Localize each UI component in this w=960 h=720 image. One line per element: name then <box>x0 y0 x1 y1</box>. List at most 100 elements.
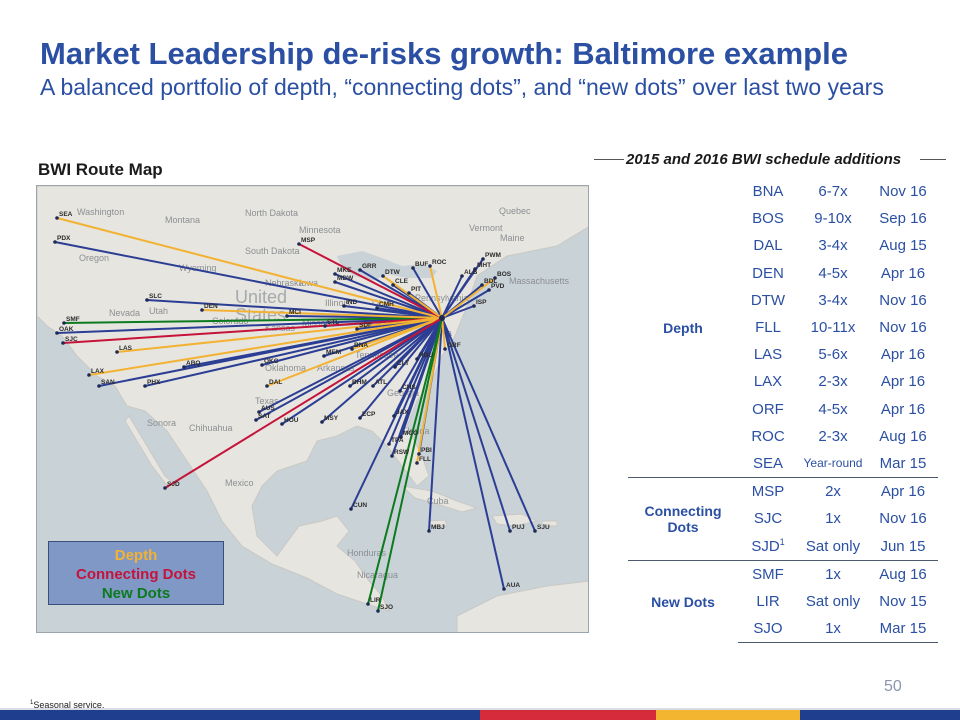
airport-dot <box>55 331 59 335</box>
airport-dot <box>391 283 395 287</box>
airport-label: BUF <box>415 261 428 268</box>
route-bhm <box>349 317 443 387</box>
route-sjo <box>377 317 443 612</box>
airport-dot <box>472 304 476 308</box>
airport-dot <box>493 276 497 280</box>
airport-dot <box>143 384 147 388</box>
airport-dot <box>427 529 431 533</box>
route-cun <box>350 317 443 510</box>
airport-dot <box>342 304 346 308</box>
start-date: Apr 16 <box>868 477 938 506</box>
airport-code: DEN <box>752 264 784 282</box>
airport-label: SJU <box>537 524 550 531</box>
airport-dot <box>87 373 91 377</box>
route-puj <box>441 317 511 532</box>
airport-label: BOS <box>497 271 512 278</box>
airport-label: CMH <box>379 301 394 308</box>
frequency: 4-5x <box>818 264 848 282</box>
airport-dot <box>502 587 506 591</box>
airport-label: SAT <box>258 413 271 420</box>
airport-dot <box>320 420 324 424</box>
place-label: Georgia <box>387 388 419 398</box>
airport-label: TPA <box>391 437 404 444</box>
schedule-row: DTW 3-4x Nov 16 <box>628 287 938 314</box>
route-alb <box>441 275 463 319</box>
footnote-marker: 1 <box>30 700 34 706</box>
schedule-row: Depth BNA 6-7x Nov 16 <box>628 178 938 335</box>
start-date: Aug 16 <box>879 427 927 445</box>
airport-dot <box>349 507 353 511</box>
frequency: 1x <box>798 559 868 588</box>
airport-dot <box>398 389 402 393</box>
route-map-svg: Washington Oregon Montana North Dakota South… <box>37 186 588 632</box>
airport-dot <box>62 321 66 325</box>
slide-subtitle: A balanced portfolio of depth, “connecti… <box>40 74 884 100</box>
start-date: Nov 16 <box>879 319 927 337</box>
airport-label: DAL <box>269 379 282 386</box>
airport-label: FLL <box>419 456 431 463</box>
start-date: Nov 16 <box>879 183 927 201</box>
schedule-row: SJC 1x Nov 16 <box>628 505 938 532</box>
route-bna <box>351 317 443 350</box>
start-date: Aug 16 <box>868 559 938 588</box>
airport-label: ATL <box>375 379 387 386</box>
airport-label: MDW <box>337 275 354 282</box>
great-lakes <box>337 251 437 281</box>
airport-dot <box>285 314 289 318</box>
schedule-row: New Dots SMF 1x Aug 16 <box>628 559 938 643</box>
airport-label: ABQ <box>186 360 200 367</box>
header-rule-left <box>594 159 624 160</box>
airport-code: ORF <box>752 400 784 418</box>
airport-dot <box>61 341 65 345</box>
schedule-title: 2015 and 2016 BWI schedule additions <box>626 151 902 168</box>
route-dtw <box>382 275 443 319</box>
footnote: 1Seasonal service. <box>30 700 104 710</box>
frequency: 2x <box>798 477 868 506</box>
airport-dot <box>163 486 167 490</box>
airport-dot <box>358 268 362 272</box>
airport-dot <box>350 347 354 351</box>
place-label: North Dakota <box>245 208 298 218</box>
route-okc <box>261 317 443 366</box>
airport-dot <box>487 288 491 292</box>
schedule-row: ROC 2-3x Aug 16 <box>628 423 938 450</box>
route-buf <box>412 267 443 319</box>
schedule-row: LAS 5-6x Apr 16 <box>628 341 938 368</box>
airport-code: DTW <box>750 291 786 309</box>
airport-label: MHT <box>477 262 491 269</box>
place-label: Cuba <box>427 496 449 506</box>
airport-label: SDF <box>359 322 372 329</box>
route-isp <box>441 305 475 319</box>
airport-dot <box>481 257 485 261</box>
route-sju <box>441 317 536 532</box>
land-hispaniola <box>491 513 539 527</box>
frequency: 1x <box>798 615 868 644</box>
slide-title: Market Leadership de-risks growth: Balti… <box>40 36 848 71</box>
start-date: Nov 16 <box>879 510 927 528</box>
route-pdx <box>54 241 443 319</box>
legend-depth: Depth <box>114 547 158 564</box>
airport-label: MKE <box>337 267 352 274</box>
route-orf <box>441 317 446 350</box>
frequency: Sat only <box>805 592 861 610</box>
place-label: Texas <box>255 396 279 406</box>
place-label: Quebec <box>499 206 531 216</box>
airport-code: LIR <box>756 592 780 610</box>
place-label: Arkansas <box>317 363 355 373</box>
airport-dot <box>97 384 101 388</box>
airport-dot <box>200 308 204 312</box>
airport-label: CLT <box>397 360 409 367</box>
place-label: Nevada <box>109 308 140 318</box>
map-legend: Depth Connecting Dots New Dots <box>48 541 224 605</box>
airport-code: SJD1 <box>751 536 785 555</box>
airport-label: JAX <box>396 409 409 416</box>
route-ecp <box>359 317 443 419</box>
route-sjd <box>164 317 443 489</box>
airport-label: ALB <box>464 269 478 276</box>
schedule-header: 2015 and 2016 BWI schedule additions <box>594 151 946 169</box>
airport-label: SJD <box>167 481 180 488</box>
legend-connecting-dots: Connecting Dots <box>76 566 196 583</box>
route-rsw <box>391 317 443 457</box>
airport-label: CLE <box>395 278 409 285</box>
